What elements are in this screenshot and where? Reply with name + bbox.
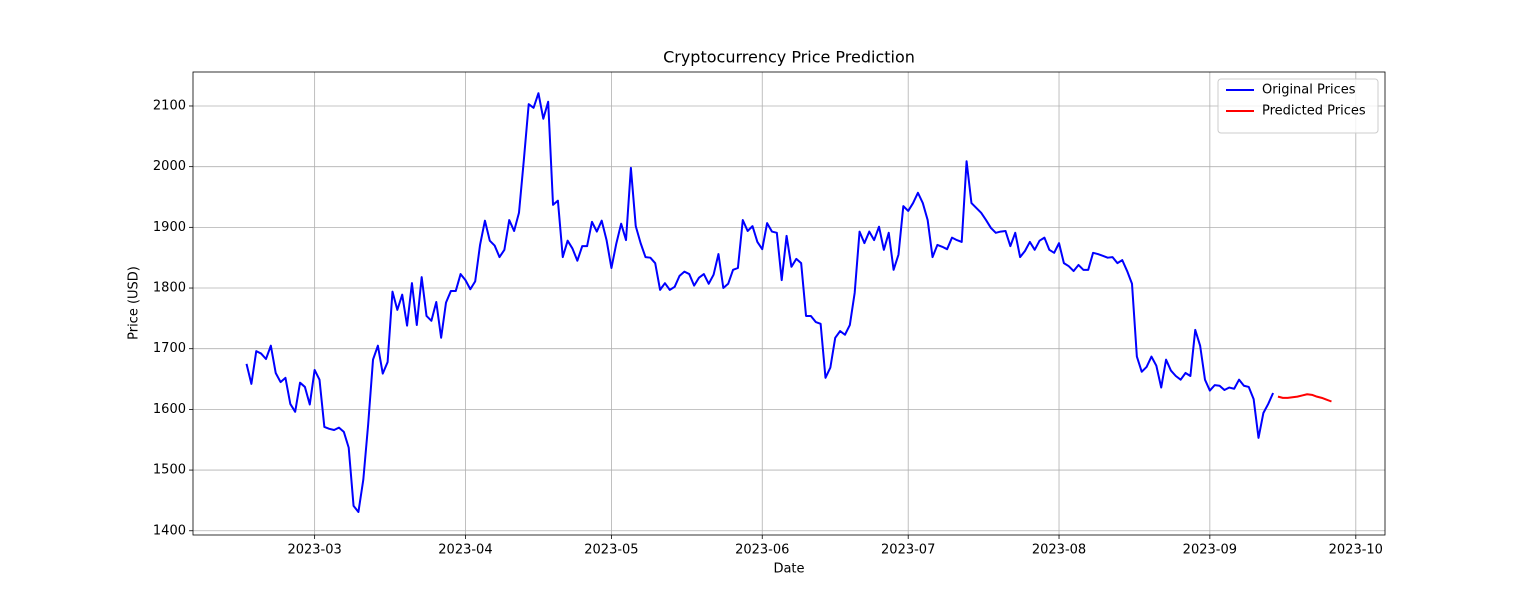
series-line <box>245 92 1275 513</box>
y-tick-label: 1500 <box>153 463 186 478</box>
x-tick-label: 2023-10 <box>1329 543 1383 558</box>
y-tick-label: 2000 <box>153 159 186 174</box>
y-tick-label: 2100 <box>153 98 186 113</box>
x-tick-label: 2023-06 <box>735 543 789 558</box>
x-tick-label: 2023-04 <box>438 543 492 558</box>
y-axis-label: Price (USD) <box>127 266 142 340</box>
y-tick-label: 1800 <box>153 281 186 296</box>
chart-title: Cryptocurrency Price Prediction <box>663 48 915 67</box>
series-line <box>1277 393 1332 403</box>
legend-label: Predicted Prices <box>1262 104 1366 119</box>
x-tick-label: 2023-09 <box>1183 543 1237 558</box>
x-tick-label: 2023-03 <box>287 543 341 558</box>
legend-box <box>1217 78 1379 134</box>
y-tick-label: 1700 <box>153 341 186 356</box>
y-tick-label: 1400 <box>153 523 186 538</box>
y-tick-label: 1600 <box>153 402 186 417</box>
x-tick-label: 2023-05 <box>584 543 638 558</box>
legend-label: Original Prices <box>1262 83 1356 98</box>
plot-frame <box>192 71 1386 536</box>
x-tick-label: 2023-08 <box>1032 543 1086 558</box>
x-tick-label: 2023-07 <box>881 543 935 558</box>
x-axis-label: Date <box>773 562 804 577</box>
y-tick-label: 1900 <box>153 220 186 235</box>
